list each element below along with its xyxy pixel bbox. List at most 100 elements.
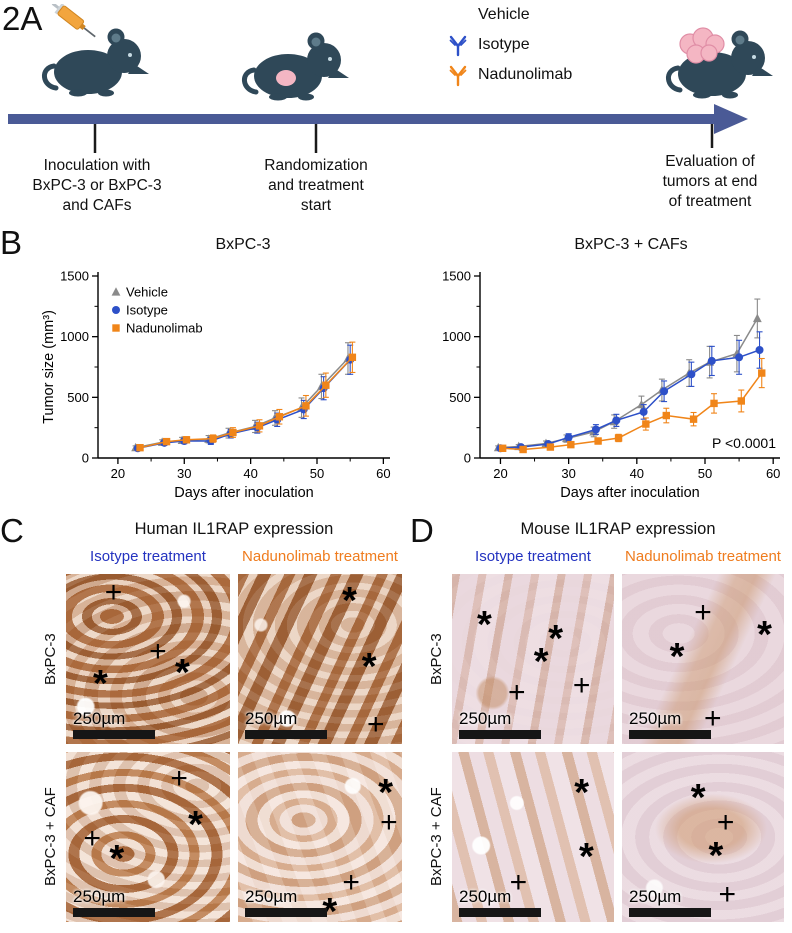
asterisk-mark: * [109, 838, 125, 881]
svg-text:50: 50 [310, 466, 324, 481]
plus-mark: + [170, 762, 188, 796]
nadunolimab-antibody-icon [449, 65, 467, 87]
legend-vehicle-label: Vehicle [478, 6, 530, 23]
panel-d-row-bxpc3: BxPC-3 [428, 633, 445, 685]
svg-text:500: 500 [449, 390, 471, 405]
histology-image-mouse-bxpc3-caf-nadunolimab: * + * + 250µm [622, 752, 784, 922]
asterisk-mark: * [175, 651, 190, 694]
panel-d-label: D [410, 512, 434, 549]
panel-d-col-nadunolimab: Nadunolimab treatment [625, 548, 781, 565]
scale-bar-line [629, 730, 711, 739]
svg-text:60: 60 [766, 466, 780, 481]
scale-bar-line [245, 730, 327, 739]
legend-isotype-label: Isotype [478, 36, 530, 53]
panel-c-title: Human IL1RAP expression [134, 520, 334, 538]
asterisk-mark: * [579, 836, 594, 879]
legend-nadunolimab-label: Nadunolimab [478, 66, 573, 83]
asterisk-mark: * [476, 603, 492, 646]
syringe-icon [51, 4, 96, 38]
plus-mark: + [718, 877, 737, 911]
plus-mark: + [508, 676, 526, 709]
asterisk-mark: * [548, 617, 564, 660]
asterisk-mark: * [361, 646, 377, 689]
svg-text:1500: 1500 [442, 269, 471, 284]
mouse-tumor-icon [236, 8, 354, 108]
asterisk-mark: * [669, 636, 685, 679]
svg-text:Nadunolimab: Nadunolimab [126, 321, 203, 336]
asterisk-mark: * [533, 641, 549, 684]
timeline-arrow [8, 104, 748, 153]
panel-b-label: B [0, 224, 23, 261]
svg-text:20: 20 [493, 466, 507, 481]
histology-image-mouse-bxpc3-caf-isotype: * * + 250µm [452, 752, 614, 922]
svg-text:0: 0 [82, 451, 89, 466]
scale-bar: 250µm [73, 887, 155, 917]
legend-row-isotype: Isotype [446, 30, 572, 60]
plus-mark: + [366, 708, 385, 742]
asterisk-mark: * [690, 776, 706, 819]
histology-image-human-bxpc3-caf-isotype: + * + * 250µm [66, 752, 230, 922]
svg-text:60: 60 [376, 466, 390, 481]
panel-d-col-isotype: Isotype treatment [475, 548, 591, 565]
plus-mark: + [149, 635, 167, 669]
panel-c-col-nadunolimab: Nadunolimab treatment [242, 548, 398, 565]
chart-title-bxpc3: BxPC-3 [215, 236, 271, 253]
treatment-legend: Vehicle Isotype [446, 0, 572, 90]
svg-text:500: 500 [67, 390, 89, 405]
plus-mark: + [694, 596, 712, 630]
isotype-antibody-icon [449, 35, 467, 57]
legend-row-nadunolimab: Nadunolimab [446, 60, 572, 90]
svg-text:Days after inoculation: Days after inoculation [174, 485, 313, 501]
panel-c-label: C [0, 512, 24, 549]
mouse-evaluation-icon [660, 27, 778, 106]
event-inoculation: Inoculation with BxPC-3 or BxPC-3 and CA… [32, 157, 162, 215]
plus-mark: + [104, 575, 123, 609]
vehicle-icon-slot [446, 3, 470, 27]
scale-bar-line [459, 730, 541, 739]
asterisk-mark: * [708, 834, 724, 877]
svg-text:0: 0 [464, 451, 471, 466]
plus-mark: + [703, 701, 722, 735]
scale-bar: 250µm [73, 709, 155, 739]
asterisk-mark: * [93, 663, 108, 706]
panel-c-col-isotype: Isotype treatment [90, 548, 206, 565]
asterisk-mark: * [574, 771, 589, 814]
scale-bar: 250µm [629, 709, 711, 739]
scale-bar-line [73, 908, 155, 917]
histology-image-human-bxpc3-isotype: + + * * 250µm [66, 574, 230, 744]
svg-text:1000: 1000 [442, 329, 471, 344]
event-randomization: Randomization and treatment start [264, 157, 368, 215]
svg-text:30: 30 [561, 466, 575, 481]
histology-image-human-bxpc3-caf-nadunolimab: * + + * 250µm [238, 752, 402, 922]
svg-text:1000: 1000 [60, 329, 89, 344]
plus-mark: + [380, 806, 398, 840]
svg-text:Days after inoculation: Days after inoculation [560, 485, 699, 501]
legend-row-vehicle: Vehicle [446, 0, 572, 30]
small-tumor-icon [276, 70, 296, 86]
asterisk-mark: * [342, 580, 357, 623]
asterisk-mark: * [757, 614, 772, 657]
panel-d-title: Mouse IL1RAP expression [520, 520, 716, 538]
svg-text:30: 30 [177, 466, 191, 481]
large-tumor-icon [679, 27, 725, 64]
scale-bar-line [245, 908, 327, 917]
plus-mark: + [572, 669, 591, 703]
panel-d-row-bxpc3-caf: BxPC-3 + CAF [428, 787, 445, 887]
scale-bar-line [629, 908, 711, 917]
svg-text:50: 50 [698, 466, 712, 481]
svg-text:P <0.0001: P <0.0001 [712, 435, 776, 451]
chart-title-bxpc3-cafs: BxPC-3 + CAFs [574, 236, 688, 253]
svg-text:Isotype: Isotype [126, 303, 168, 318]
event-evaluation: Evaluation of tumors at end of treatment [662, 153, 758, 211]
plus-mark: + [342, 865, 360, 899]
asterisk-mark: * [378, 771, 393, 814]
panel-c-row-bxpc3-caf: BxPC-3 + CAF [42, 787, 59, 887]
mouse-inoculation-icon [36, 4, 154, 104]
scale-bar: 250µm [459, 709, 541, 739]
histology-image-human-bxpc3-nadunolimab: * * + 250µm [238, 574, 402, 744]
scale-bar-line [459, 908, 541, 917]
svg-text:Tumor size (mm³): Tumor size (mm³) [41, 310, 57, 424]
panel-a-label: 2A [2, 0, 43, 37]
svg-text:1500: 1500 [60, 269, 89, 284]
